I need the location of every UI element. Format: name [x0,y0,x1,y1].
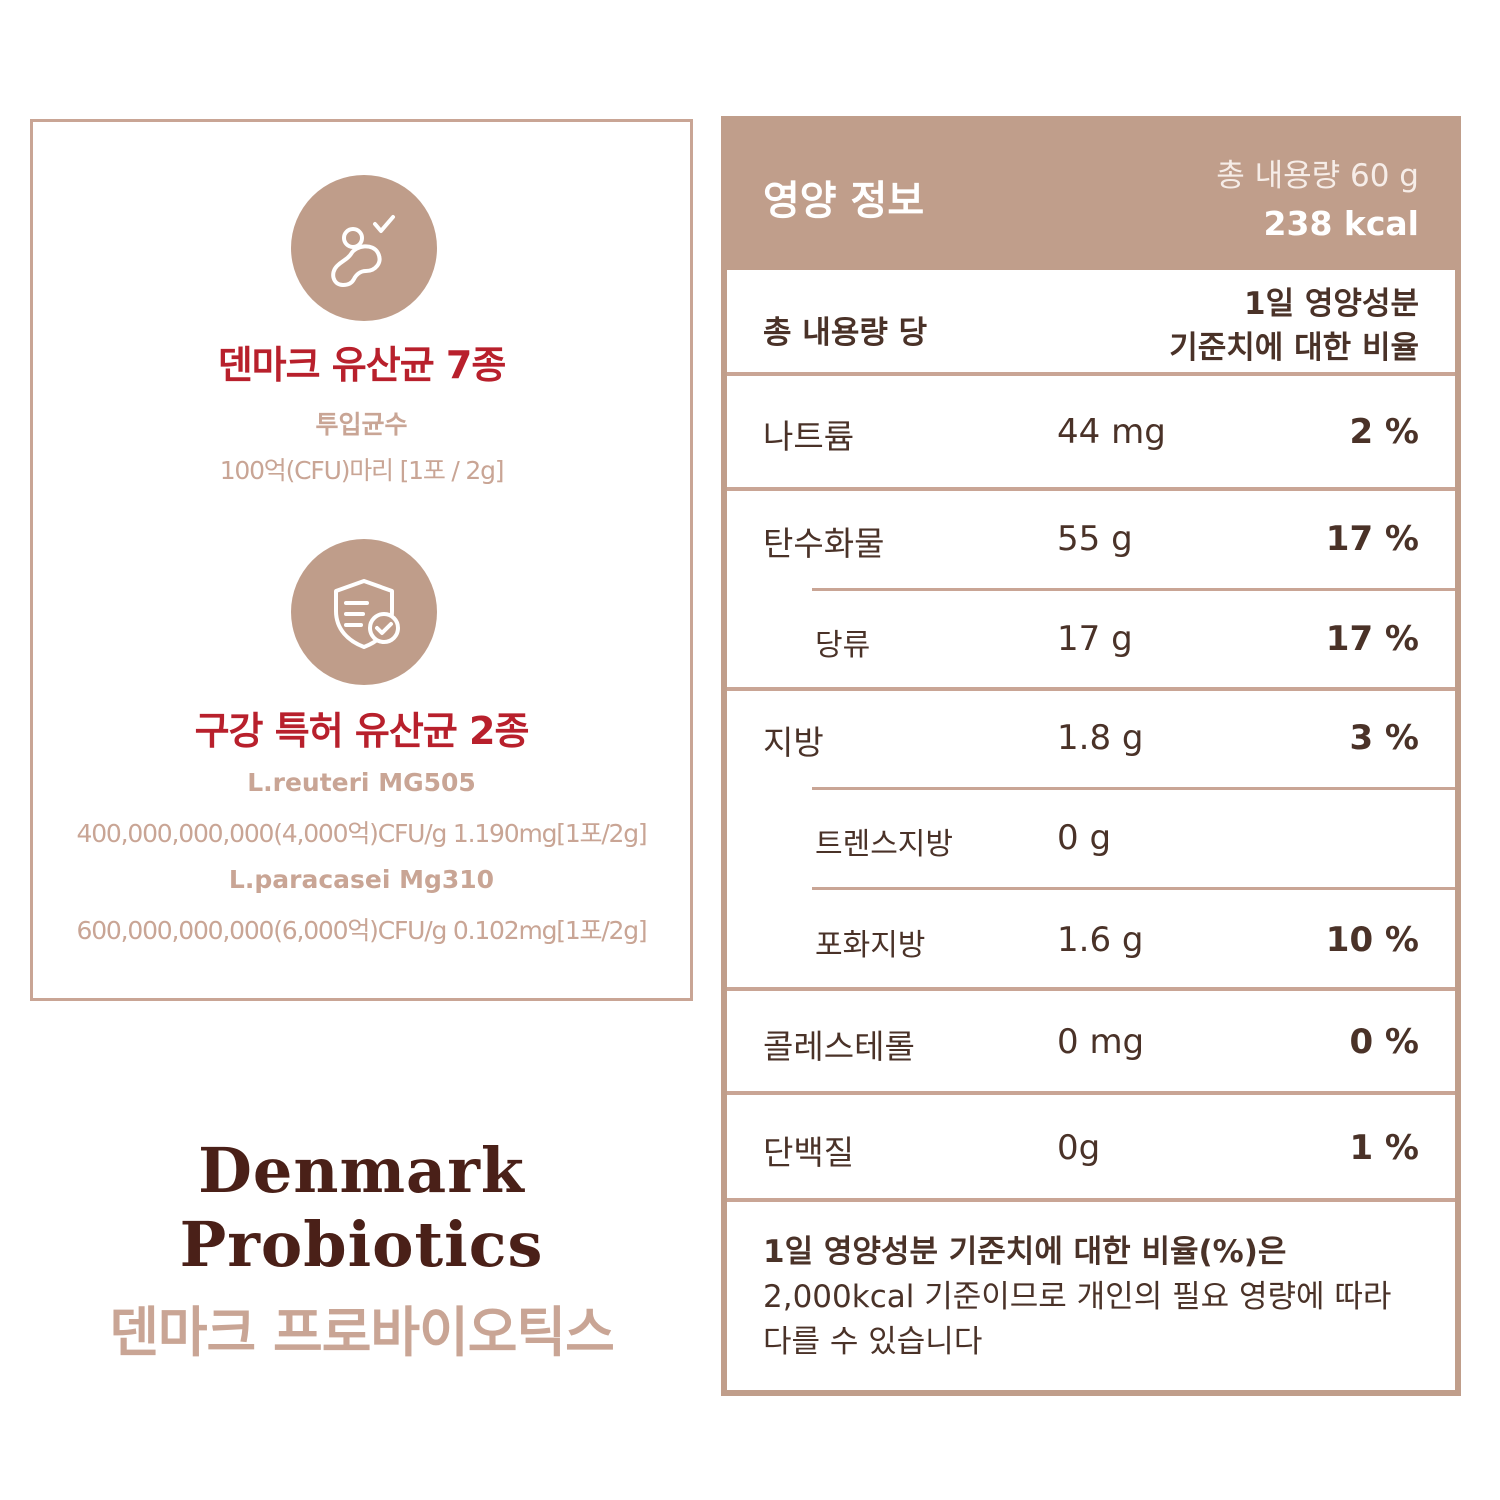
nutrient-name: 탄수화물 [763,524,885,563]
total-kcal: 238 kcal [1263,204,1419,243]
nutrient-name: 단백질 [763,1133,855,1172]
divider [812,588,1455,591]
divider [812,887,1455,890]
nutrient-amount: 1.8 g [1057,718,1144,758]
nutrition-header: 영양 정보 총 내용량 60 g 238 kcal [727,122,1455,270]
nutrient-percent: 17 % [1325,619,1419,659]
nutrient-name: 포화지방 [815,928,926,963]
nutrient-name: 당류 [815,628,871,663]
nutrient-percent: 10 % [1325,920,1419,960]
divider [727,987,1455,991]
divider [727,372,1455,376]
daily-ratio-label-line2: 기준치에 대한 비율 [1169,330,1419,366]
nutrient-percent: 2 % [1349,412,1419,452]
divider [727,1091,1455,1095]
footnote-line3: 다를 수 있습니다 [763,1324,983,1360]
nutrient-name: 나트륨 [763,417,855,456]
section1-subtitle: 투입균수 [315,410,408,439]
nutrient-amount: 44 mg [1057,412,1166,452]
nutrient-amount: 0 g [1057,818,1112,858]
probiotic-info-box: 덴마크 유산균 7종 투입균수 100억(CFU)마리 [1포 / 2g] 구강… [30,119,693,1001]
strain2-detail: 600,000,000,000(6,000억)CFU/g 0.102mg[1포/… [76,916,648,945]
footnote-line2: 2,000kcal 기준이므로 개인의 필요 영량에 따라 [763,1279,1392,1315]
brand-name-line2: Probiotics [179,1208,544,1281]
section1-title: 덴마크 유산균 7종 [217,343,507,387]
strain2-name: L.paracasei Mg310 [228,865,495,894]
nutrient-percent: 0 % [1349,1022,1419,1062]
nutrition-title: 영양 정보 [763,178,925,224]
nutrient-name: 지방 [763,723,824,762]
daily-value-footnote: 1일 영양성분 기준치에 대한 비율(%)은 2,000kcal 기준이므로 개… [763,1230,1453,1365]
per-total-label: 총 내용량 당 [763,315,928,351]
nutrient-percent: 1 % [1349,1128,1419,1168]
divider [727,487,1455,491]
footnote-line1: 1일 영양성분 기준치에 대한 비율(%)은 [763,1234,1287,1270]
shield-check-icon [291,539,437,685]
nutrient-amount: 55 g [1057,519,1133,559]
section1-detail: 100억(CFU)마리 [1포 / 2g] [219,456,505,485]
probiotic-bacteria-icon [291,175,437,321]
nutrient-percent: 17 % [1325,519,1419,559]
daily-ratio-label: 1일 영양성분 기준치에 대한 비율 [1169,282,1419,370]
divider [727,687,1455,691]
daily-ratio-label-line1: 1일 영양성분 [1244,286,1419,322]
section2-title: 구강 특허 유산균 2종 [194,709,530,753]
divider [727,1198,1455,1202]
nutrient-amount: 0 mg [1057,1022,1145,1062]
strain1-name: L.reuteri MG505 [247,768,476,797]
brand-name-korean: 덴마크 프로바이오틱스 [109,1301,615,1364]
nutrient-amount: 17 g [1057,619,1133,659]
nutrition-facts-panel: 영양 정보 총 내용량 60 g 238 kcal 총 내용량 당 1일 영양성… [721,116,1461,1396]
nutrient-percent: 3 % [1349,718,1419,758]
nutrient-name: 콜레스테롤 [763,1027,915,1066]
nutrient-amount: 1.6 g [1057,920,1144,960]
nutrient-name: 트렌스지방 [815,827,953,862]
divider [812,787,1455,790]
total-amount: 총 내용량 60 g [1216,158,1419,194]
nutrient-amount: 0g [1057,1128,1101,1168]
brand-name-line1: Denmark [198,1134,525,1207]
strain1-detail: 400,000,000,000(4,000억)CFU/g 1.190mg[1포/… [76,819,648,848]
